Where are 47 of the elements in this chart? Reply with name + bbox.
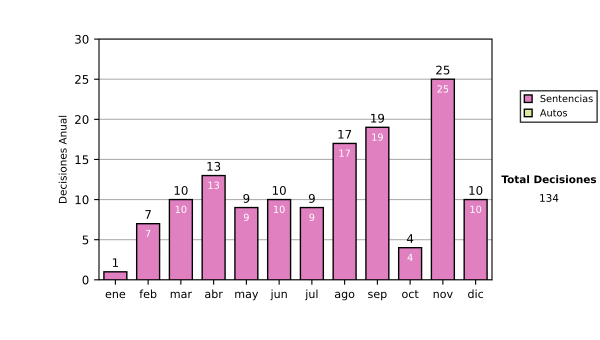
x-tick-label: dic xyxy=(468,290,484,298)
x-tick-label: jul xyxy=(305,290,318,300)
total-label: 10 xyxy=(469,186,482,195)
x-tick-label: may xyxy=(235,292,258,300)
x-tick-label: abr xyxy=(205,290,223,298)
text: 134 xyxy=(540,194,558,202)
y-axis-title: Decisiones Anual xyxy=(58,116,67,203)
x-tick-label: oct xyxy=(402,290,418,298)
y-tick-label: 20 xyxy=(75,115,88,124)
legend-label: Sentencias xyxy=(540,94,593,102)
y-tick-label: 0 xyxy=(82,276,88,284)
y-tick-label: 15 xyxy=(76,155,88,164)
data-label: 19 xyxy=(372,133,383,141)
total-label: 7 xyxy=(145,210,151,219)
data-label: 10 xyxy=(176,206,186,213)
total-label: 1 xyxy=(112,258,118,267)
total-label: 9 xyxy=(243,194,250,203)
total-label: 10 xyxy=(272,186,286,195)
data-label: 10 xyxy=(274,206,285,213)
x-tick-label: mar xyxy=(170,292,192,298)
legend-label: Autos xyxy=(540,109,568,116)
total-label: 19 xyxy=(371,114,384,123)
data-label: 9 xyxy=(244,214,249,221)
y-tick-label: 5 xyxy=(82,236,88,244)
total-label: 25 xyxy=(436,66,450,75)
x-tick-label: feb xyxy=(139,290,156,298)
y-tick-label: 25 xyxy=(75,74,88,84)
text: Total Decisiones xyxy=(501,175,596,184)
x-tick-label: jun xyxy=(270,290,287,300)
data-label: 25 xyxy=(437,85,448,93)
y-tick-label: 30 xyxy=(75,34,88,44)
x-tick-label: ene xyxy=(106,292,126,298)
data-label: 4 xyxy=(408,254,413,261)
total-label: 17 xyxy=(338,130,352,139)
x-tick-label: nov xyxy=(434,292,453,298)
total-label: 9 xyxy=(308,194,315,203)
x-tick-label: ago xyxy=(334,292,354,300)
data-label: 7 xyxy=(146,230,150,237)
data-label: 13 xyxy=(208,182,220,189)
x-tick-label: sep xyxy=(368,292,387,300)
total-label: 10 xyxy=(174,186,188,195)
data-label: 17 xyxy=(340,150,350,157)
data-label: 10 xyxy=(470,206,482,213)
total-label: 4 xyxy=(406,234,414,243)
data-label: 9 xyxy=(309,214,314,221)
total-label: 13 xyxy=(207,162,220,171)
y-tick-label: 10 xyxy=(76,195,88,204)
